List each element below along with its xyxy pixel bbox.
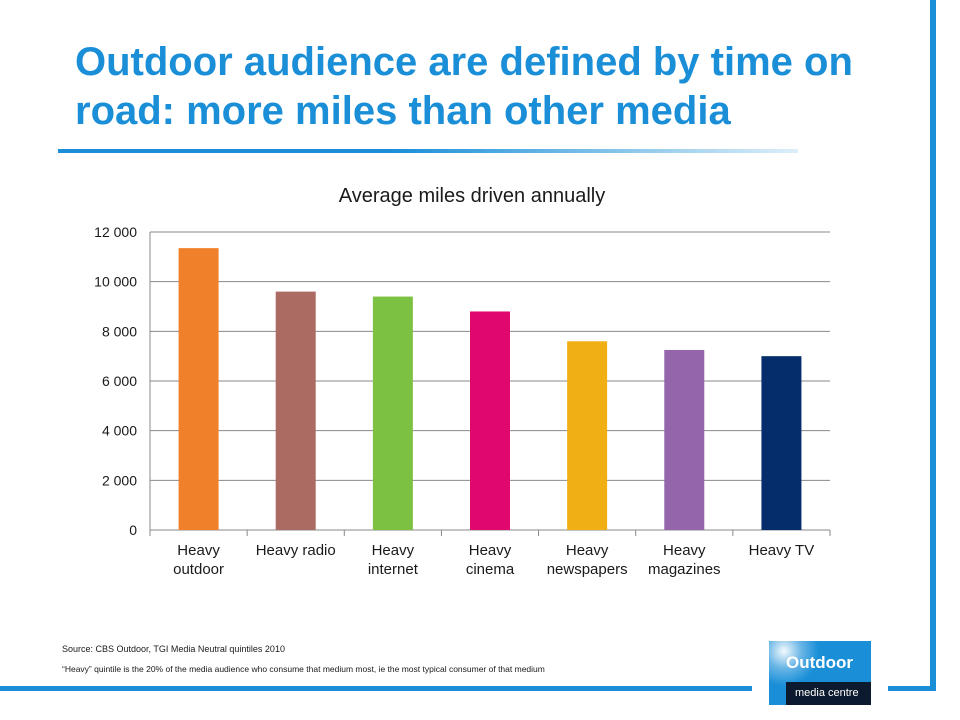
x-tick-label: Heavy magazines: [648, 542, 721, 578]
y-tick-label: 2 000: [102, 472, 137, 488]
bar: [567, 341, 608, 530]
bar: [664, 349, 705, 530]
bar: [470, 311, 510, 530]
outdoor-media-centre-logo: Outdoor media centre: [769, 641, 871, 705]
bar: [761, 356, 802, 530]
right-accent-bar: [930, 0, 936, 690]
bar: [275, 291, 316, 530]
y-tick-label: 0: [129, 522, 137, 538]
bar: [178, 248, 219, 530]
title-underline: [58, 149, 798, 153]
y-tick-label: 4 000: [102, 423, 137, 439]
bottom-accent-bar-right: [888, 686, 936, 691]
y-tick-label: 6 000: [102, 373, 137, 389]
x-axis-labels: Heavy outdoor Heavy radio Heavy internet Heav…: [173, 542, 814, 578]
slide-title: Outdoor audience are defined by time on …: [75, 40, 853, 133]
chart-title: Average miles driven annually: [339, 185, 605, 207]
logo-subtitle: media centre: [786, 682, 871, 705]
footnote: “Heavy” quintile is the 20% of the media…: [62, 664, 545, 674]
x-tick-label: Heavy TV: [749, 542, 815, 559]
x-tick-label: Heavy cinema: [466, 542, 515, 578]
y-axis-ticks: 0 2 000 4 000 6 000 8 000 10 000 12 000: [94, 224, 137, 538]
y-tick-label: 12 000: [94, 224, 137, 240]
x-tick-label: Heavy newspapers: [547, 542, 628, 578]
logo-word: Outdoor: [786, 653, 854, 672]
x-tick-label: Heavy radio: [256, 542, 336, 559]
bottom-accent-bar: [0, 686, 752, 691]
x-axis: [149, 232, 831, 536]
x-tick-label: Heavy internet: [368, 542, 419, 578]
bars: [178, 248, 802, 530]
y-tick-label: 8 000: [102, 323, 137, 339]
bar: [372, 296, 413, 530]
source-note: Source: CBS Outdoor, TGI Media Neutral q…: [62, 644, 285, 654]
y-tick-label: 10 000: [94, 274, 137, 290]
x-tick-label: Heavy outdoor: [173, 542, 224, 578]
